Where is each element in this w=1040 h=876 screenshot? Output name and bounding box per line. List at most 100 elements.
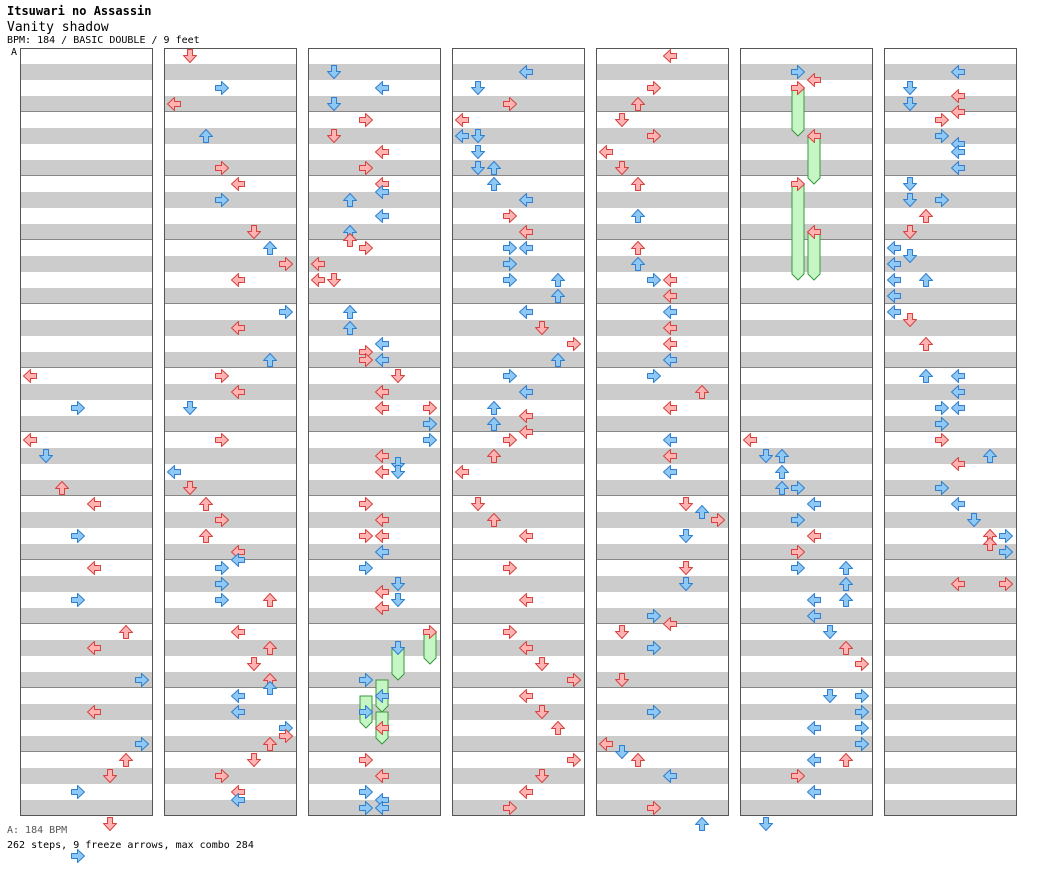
up-arrow-icon [199, 497, 213, 511]
beat-stripe [596, 736, 729, 752]
beat-stripe [20, 544, 153, 560]
up-arrow-icon [199, 529, 213, 543]
down-arrow-icon [535, 705, 549, 719]
right-arrow-icon [503, 257, 517, 271]
left-arrow-icon [807, 609, 821, 623]
down-arrow-icon [183, 481, 197, 495]
right-arrow-icon [503, 625, 517, 639]
down-arrow-icon [327, 65, 341, 79]
beat-stripe [308, 288, 441, 304]
down-arrow-icon [615, 113, 629, 127]
beat-stripe [884, 672, 1017, 688]
beat-stripe [164, 384, 297, 400]
beat-stripe [884, 416, 1017, 432]
beat-stripe [20, 288, 153, 304]
right-arrow-icon [855, 705, 869, 719]
down-arrow-icon [327, 273, 341, 287]
left-arrow-icon [231, 273, 245, 287]
left-arrow-icon [951, 145, 965, 159]
right-arrow-icon [215, 369, 229, 383]
right-arrow-icon [359, 241, 373, 255]
right-arrow-icon [423, 625, 437, 639]
chart-stats: 262 steps, 9 freeze arrows, max combo 28… [7, 840, 254, 851]
beat-stripe [596, 480, 729, 496]
beat-stripe [596, 672, 729, 688]
right-arrow-icon [791, 561, 805, 575]
beat-stripe [596, 544, 729, 560]
down-arrow-icon [679, 529, 693, 543]
beat-stripe [452, 352, 585, 368]
down-arrow-icon [535, 769, 549, 783]
down-arrow-icon [391, 641, 405, 655]
down-arrow-icon [183, 401, 197, 415]
beat-stripe [884, 640, 1017, 656]
beat-stripe [452, 288, 585, 304]
column-frame [884, 48, 1017, 816]
beat-stripe [884, 384, 1017, 400]
freeze-arrow [807, 231, 821, 281]
beat-stripe [452, 160, 585, 176]
down-arrow-icon [615, 673, 629, 687]
up-arrow-icon [631, 97, 645, 111]
right-arrow-icon [855, 737, 869, 751]
down-arrow-icon [823, 689, 837, 703]
left-arrow-icon [807, 225, 821, 239]
left-arrow-icon [231, 545, 245, 559]
left-arrow-icon [663, 321, 677, 335]
right-arrow-icon [647, 801, 661, 815]
beat-stripe [308, 704, 441, 720]
left-arrow-icon [807, 497, 821, 511]
beat-stripe [596, 800, 729, 816]
up-arrow-icon [551, 353, 565, 367]
down-arrow-icon [679, 577, 693, 591]
beat-stripe [308, 640, 441, 656]
beat-stripe [740, 640, 873, 656]
beat-stripe [596, 320, 729, 336]
beat-stripe [740, 192, 873, 208]
left-arrow-icon [375, 513, 389, 527]
beat-stripe [20, 128, 153, 144]
right-arrow-icon [647, 369, 661, 383]
down-arrow-icon [247, 657, 261, 671]
up-arrow-icon [839, 641, 853, 655]
left-arrow-icon [951, 577, 965, 591]
beat-stripe [596, 64, 729, 80]
left-arrow-icon [519, 641, 533, 655]
up-arrow-icon [263, 353, 277, 367]
left-arrow-icon [231, 705, 245, 719]
up-arrow-icon [919, 369, 933, 383]
down-arrow-icon [903, 313, 917, 327]
right-arrow-icon [279, 729, 293, 743]
down-arrow-icon [391, 465, 405, 479]
left-arrow-icon [375, 585, 389, 599]
right-arrow-icon [503, 561, 517, 575]
right-arrow-icon [935, 113, 949, 127]
right-arrow-icon [215, 593, 229, 607]
left-arrow-icon [951, 65, 965, 79]
beat-stripe [20, 768, 153, 784]
column-frame [452, 48, 585, 816]
beat-stripe [164, 672, 297, 688]
left-arrow-icon [663, 769, 677, 783]
right-arrow-icon [935, 433, 949, 447]
beat-stripe [164, 160, 297, 176]
down-arrow-icon [391, 577, 405, 591]
left-arrow-icon [375, 185, 389, 199]
freeze-arrow [791, 183, 805, 281]
right-arrow-icon [503, 369, 517, 383]
down-arrow-icon [327, 129, 341, 143]
left-arrow-icon [231, 785, 245, 799]
left-arrow-icon [231, 321, 245, 335]
left-arrow-icon [663, 353, 677, 367]
right-arrow-icon [567, 673, 581, 687]
beat-stripe [596, 192, 729, 208]
beat-stripe [452, 672, 585, 688]
left-arrow-icon [87, 561, 101, 575]
up-arrow-icon [199, 129, 213, 143]
left-arrow-icon [87, 705, 101, 719]
left-arrow-icon [167, 465, 181, 479]
beat-stripe [308, 192, 441, 208]
chart-column [740, 48, 873, 831]
right-arrow-icon [359, 529, 373, 543]
beat-stripe [164, 608, 297, 624]
